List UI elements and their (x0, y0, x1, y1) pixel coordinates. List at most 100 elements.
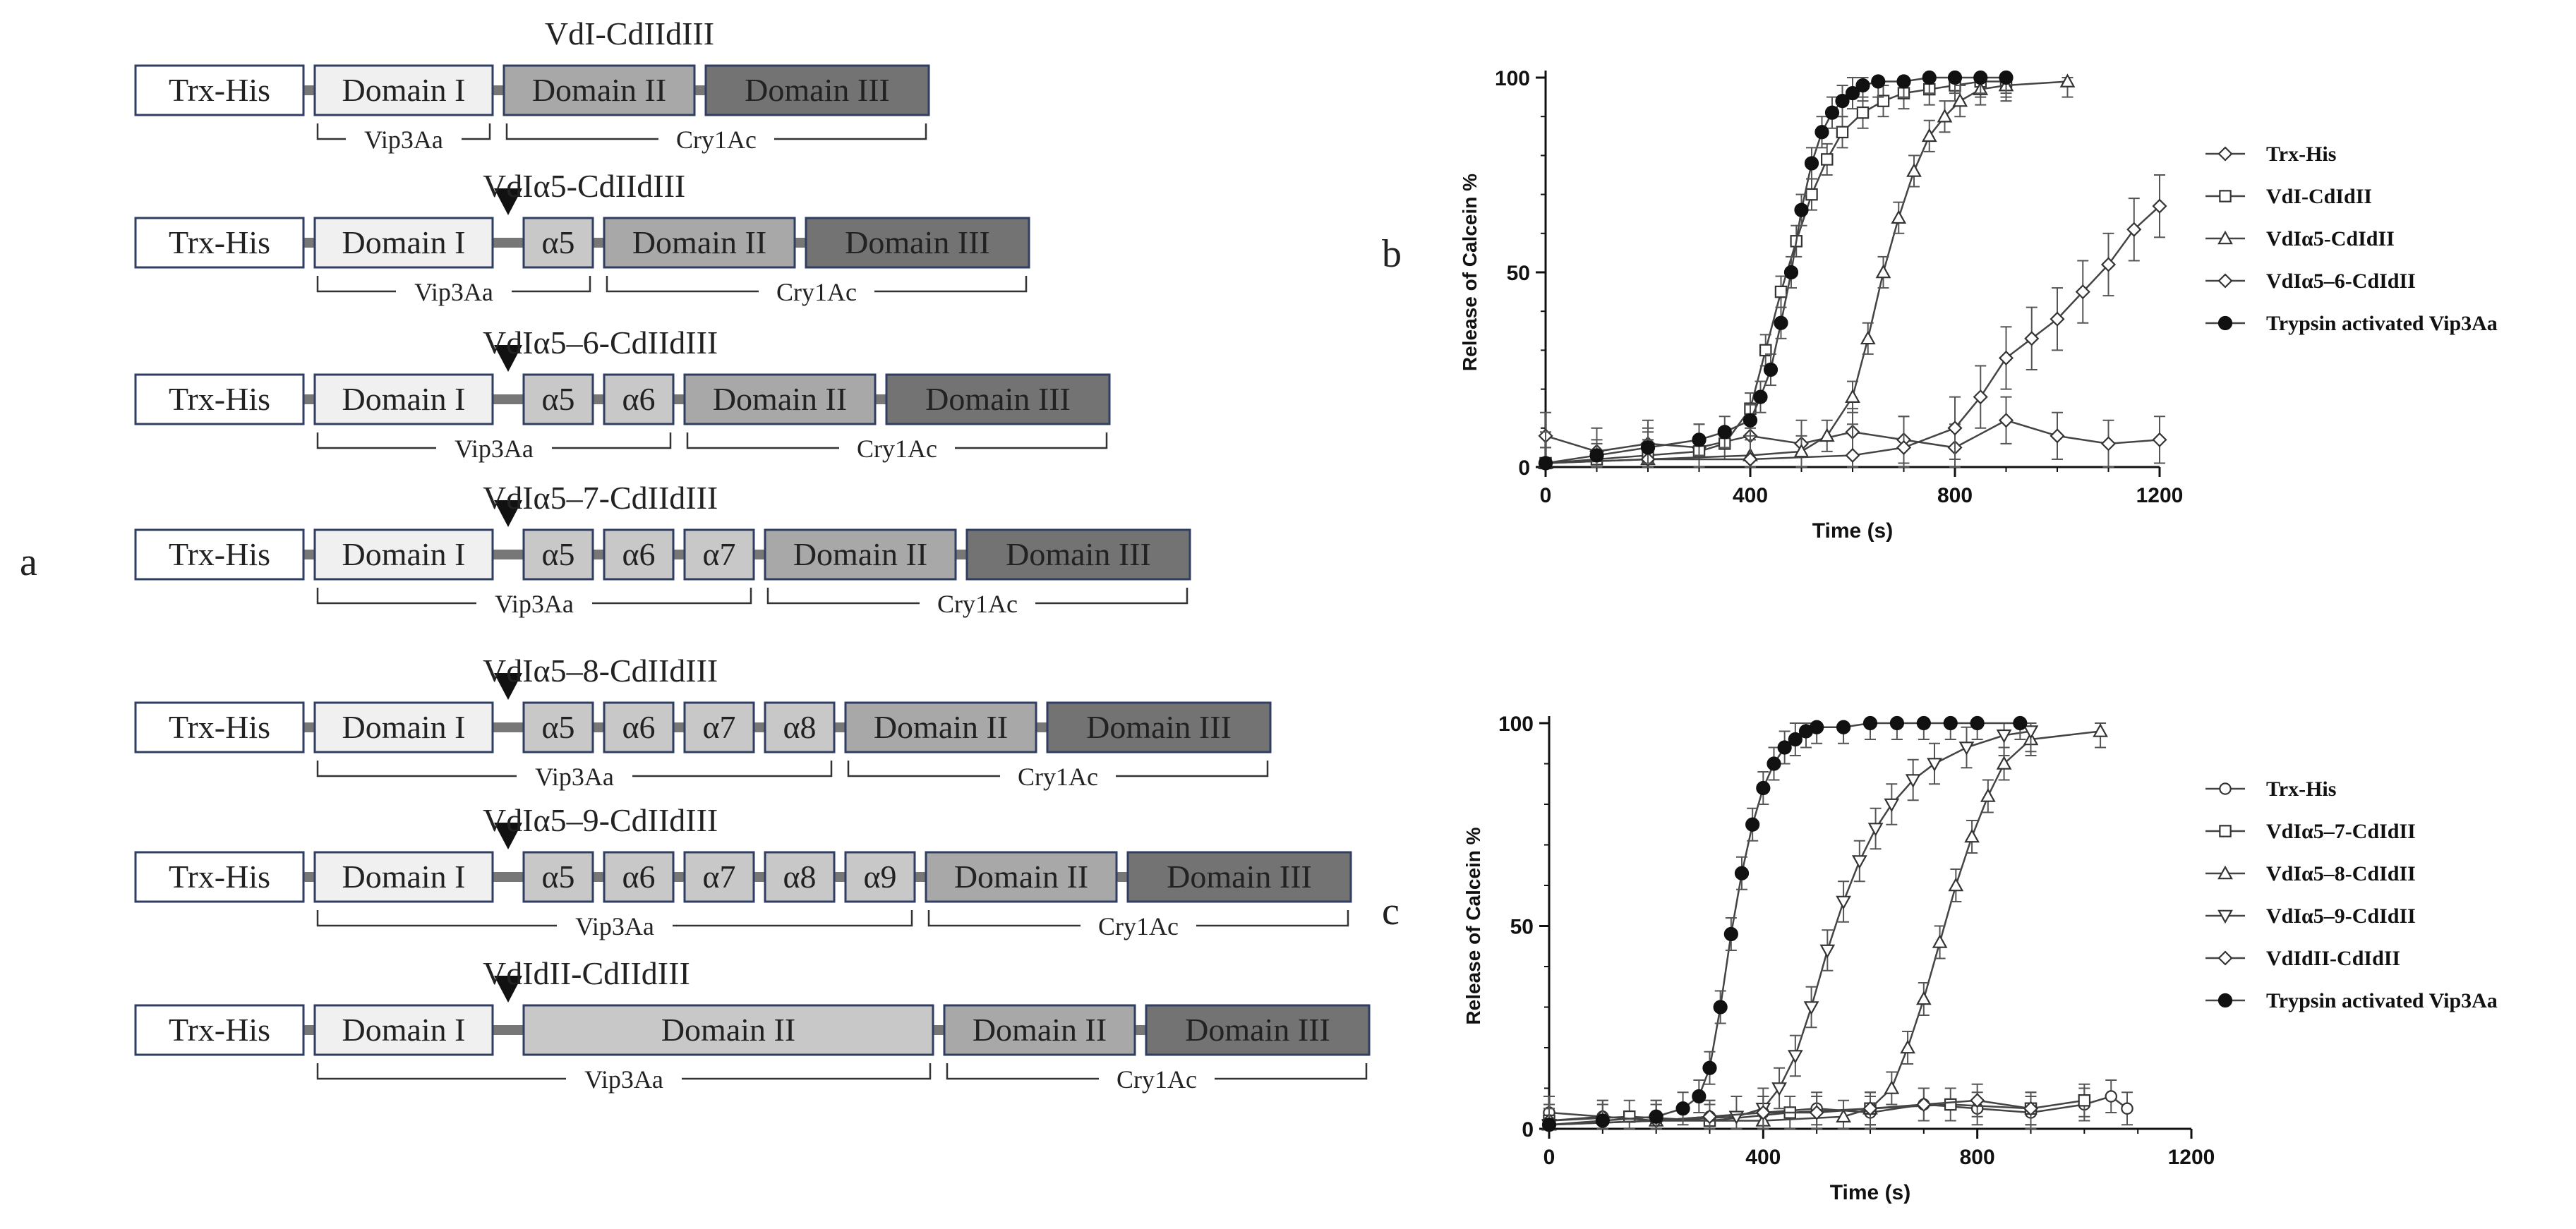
data-point (1804, 156, 1819, 171)
data-point (1973, 389, 1988, 405)
y-tick-label: 50 (1510, 916, 1534, 939)
legend-marker (2217, 993, 2233, 1008)
series-trypsin-activated-vip3aa (1538, 70, 2014, 471)
panel-label-b: b (1382, 232, 1402, 276)
data-point (1964, 828, 1980, 843)
series-line (1548, 730, 2031, 1126)
construct-box-d1 (313, 1004, 494, 1056)
legend-label: VdIα5-CdIdII (2266, 227, 2395, 250)
construct-row: Trx-His Domain I Domain II Domain II Domain … (134, 955, 1371, 1094)
construct-box-d3 (885, 373, 1111, 425)
bracket-label: Cry1Ac (1018, 763, 1098, 791)
data-point (1996, 756, 2012, 770)
legend-label: VdIα5–6-CdIdII (2266, 270, 2416, 293)
y-tick-label: 100 (1495, 67, 1530, 90)
data-point (1836, 1108, 1851, 1123)
y-tick-label: 100 (1498, 713, 1534, 736)
linker (593, 238, 604, 248)
bracket-label: Cry1Ac (676, 126, 757, 154)
data-point (1996, 729, 2012, 744)
legend-marker (2219, 190, 2232, 202)
panel-c-chart: 0 400 800 1200 0 50 100 Time (s) Release of Calc… (1462, 713, 2498, 1204)
data-point (2100, 257, 2117, 272)
data-point (1998, 413, 2014, 428)
data-point (2152, 432, 2167, 447)
bracket-label: Vip3Aa (455, 435, 534, 463)
data-point (1958, 741, 1975, 756)
construct-box-d3 (805, 217, 1030, 269)
bracket (766, 588, 1188, 605)
data-point (2059, 73, 2076, 87)
bracket (316, 588, 752, 605)
legend-marker (2217, 146, 2233, 162)
bracket-label: Vip3Aa (584, 1065, 663, 1094)
construct-box-d3 (1046, 701, 1272, 753)
data-point (1855, 78, 1870, 93)
construct-box-d2 (502, 64, 696, 116)
linker (303, 872, 315, 882)
data-point (2024, 331, 2040, 346)
series-line (1545, 80, 2068, 464)
construct-box-d2 (764, 528, 957, 581)
data-point (1875, 264, 1891, 279)
data-point (1675, 1101, 1690, 1116)
legend-entry: Trypsin activated Vip3Aa (2205, 989, 2498, 1012)
bracket-label: Vip3Aa (414, 278, 493, 306)
data-point (1814, 125, 1829, 140)
bracket-label: Vip3Aa (495, 590, 574, 618)
data-point (1767, 756, 1781, 771)
data-point (1900, 1039, 1915, 1054)
construct-box-label: Domain I (342, 859, 465, 895)
linker (1135, 1025, 1146, 1035)
construct-box-helix (683, 851, 755, 903)
legend-marker (2219, 782, 2232, 795)
data-point (1871, 74, 1886, 89)
construct-box-label: Domain II (954, 859, 1088, 895)
bracket (505, 123, 927, 140)
data-point (1723, 926, 1738, 942)
legend-entry: Trypsin activated Vip3Aa (2205, 312, 2498, 335)
construct-box-label: Domain I (342, 536, 465, 572)
construct-box-d3 (1126, 851, 1352, 903)
data-point (1794, 202, 1809, 217)
construct-box-trx (134, 528, 305, 581)
construct-title: VdIα5–8-CdIIdIII (483, 653, 718, 689)
data-point (1998, 350, 2014, 365)
data-point (1649, 1109, 1663, 1124)
data-point (2105, 1090, 2118, 1103)
construct-row: Trx-His Domain I α5 α6 α7 α8 α9 Domain II Domain… (134, 802, 1352, 940)
linker (673, 550, 685, 559)
data-point (1916, 1096, 1932, 1113)
bracket (927, 910, 1349, 927)
construct-box-d2 (943, 1004, 1136, 1056)
bracket (847, 761, 1269, 777)
data-point (1836, 126, 1849, 139)
bracket-label: Vip3Aa (364, 126, 443, 154)
data-point (1851, 855, 1867, 869)
legend-entry: VdIα5–9-CdIdII (2205, 904, 2416, 928)
cleavage-arrow-icon (494, 823, 522, 849)
construct-box-d3 (704, 64, 930, 116)
data-point (1891, 210, 1907, 224)
construct-box-helix (844, 851, 916, 903)
construct-box-label: α7 (702, 859, 735, 895)
x-tick-label: 1200 (2136, 484, 2184, 507)
construct-box-label: Domain III (845, 224, 990, 260)
linker (915, 872, 926, 882)
y-tick-label: 50 (1507, 262, 1530, 285)
data-point (1877, 95, 1890, 107)
construct-box-label: Trx-His (169, 1012, 270, 1048)
data-point (2121, 1102, 2133, 1115)
construct-title: VdIα5–6-CdIIdIII (483, 325, 718, 361)
construct-box-label: α7 (702, 536, 735, 572)
construct-box-d3 (965, 528, 1191, 581)
data-point (1743, 452, 1758, 467)
construct-box-label: Trx-His (169, 859, 270, 895)
data-point (1860, 330, 1876, 345)
x-tick-label: 1200 (2168, 1146, 2215, 1169)
y-tick-label: 0 (1522, 1118, 1534, 1142)
data-point (1867, 823, 1884, 837)
construct-box-label: Domain II (632, 224, 766, 260)
data-point (1753, 389, 1768, 404)
data-point (1905, 774, 1921, 788)
